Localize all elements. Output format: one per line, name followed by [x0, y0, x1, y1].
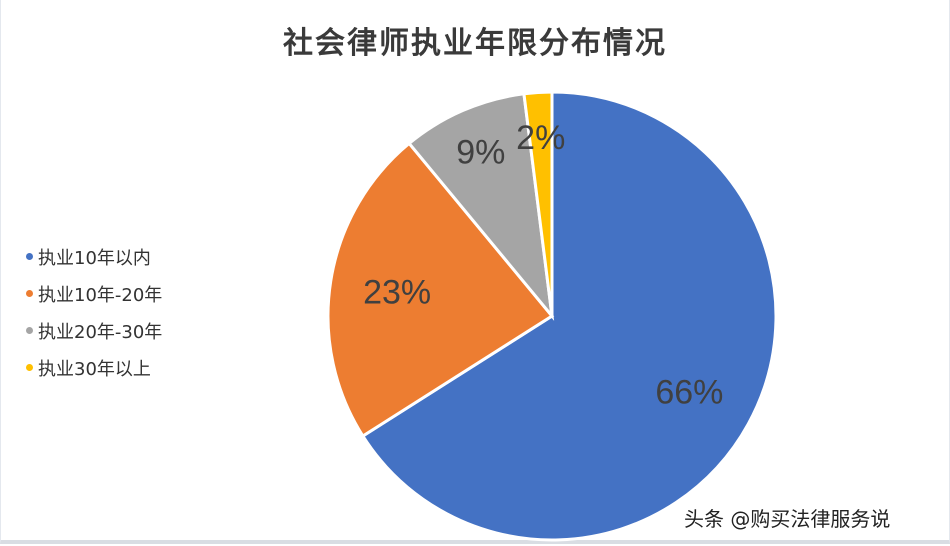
legend-marker — [26, 253, 33, 260]
data-label: 2% — [516, 119, 565, 157]
watermark: 头条 @购买法律服务说 — [684, 507, 891, 531]
legend-label: 执业10年以内 — [38, 247, 151, 269]
data-label: 66% — [655, 374, 723, 412]
legend-item: 执业20年-30年 — [26, 312, 162, 349]
legend-marker — [26, 290, 33, 297]
legend: 执业10年以内 执业10年-20年 执业20年-30年 执业30年以上 — [26, 238, 162, 386]
legend-item: 执业30年以上 — [26, 349, 162, 386]
legend-item: 执业10年-20年 — [26, 275, 162, 312]
data-label: 9% — [456, 134, 505, 172]
pie-slice — [360, 90, 778, 542]
pie-slice — [522, 90, 554, 317]
legend-item: 执业10年以内 — [26, 238, 162, 275]
pie-slice — [326, 141, 555, 439]
data-label: 23% — [363, 273, 431, 311]
pie-slice — [407, 92, 555, 321]
legend-label: 执业20年-30年 — [38, 321, 163, 343]
chart-title: 社会律师执业年限分布情况 — [283, 26, 667, 61]
legend-marker — [26, 364, 33, 371]
legend-label: 执业30年以上 — [38, 358, 151, 380]
legend-marker — [26, 327, 33, 334]
legend-label: 执业10年-20年 — [38, 284, 163, 306]
